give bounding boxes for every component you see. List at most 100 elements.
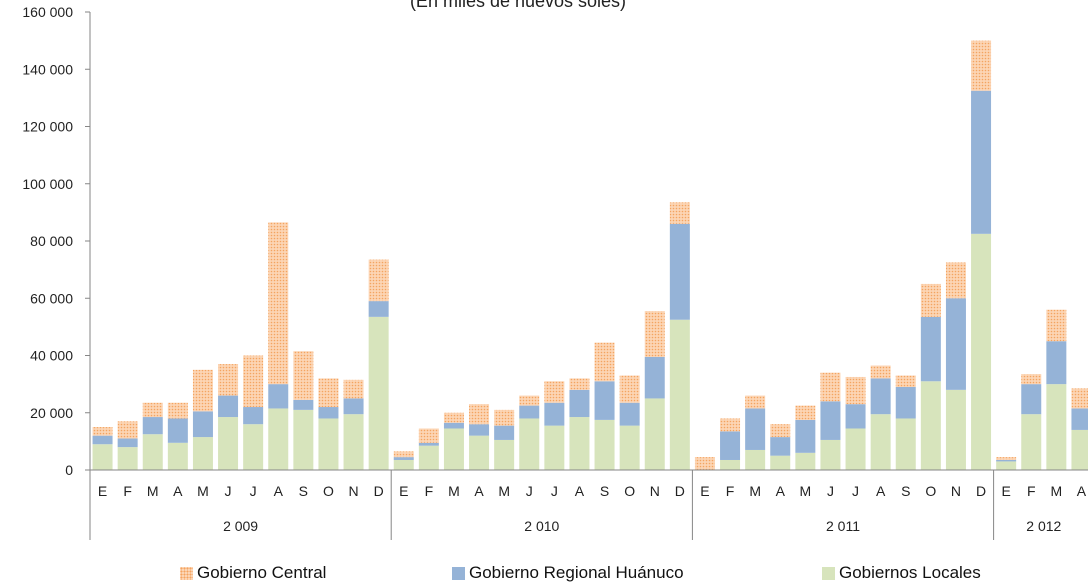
bar-segment-central — [494, 409, 515, 426]
bar-segment-regional — [318, 407, 339, 419]
x-tick-label: O — [323, 483, 334, 499]
bar-segment-regional — [1071, 408, 1088, 430]
bar-segment-central — [820, 372, 841, 402]
bar-segment-central — [1071, 388, 1088, 409]
x-tick-label: F — [425, 483, 434, 499]
y-tick-label: 140 000 — [22, 61, 73, 77]
x-tick-label: E — [399, 483, 408, 499]
bar-segment-locales — [92, 444, 113, 470]
legend-label-central: Gobierno Central — [197, 563, 327, 582]
bar-segment-locales — [393, 459, 414, 470]
bar-segment-central — [318, 378, 339, 408]
x-tick-label: O — [925, 483, 936, 499]
bar-segment-locales — [945, 389, 966, 470]
bar-segment-regional — [644, 356, 665, 399]
bar-segment-regional — [619, 402, 640, 426]
bars — [92, 40, 1088, 470]
x-tick-label: A — [776, 483, 786, 499]
bar-segment-locales — [770, 455, 791, 470]
bar-segment-regional — [1046, 341, 1067, 385]
bar-segment-locales — [644, 398, 665, 470]
bar-segment-locales — [895, 418, 916, 470]
x-tick-label: A — [575, 483, 585, 499]
bar-segment-central — [770, 424, 791, 438]
bar-segment-central — [393, 451, 414, 458]
bar-segment-locales — [469, 435, 490, 470]
bar-segment-regional — [117, 438, 138, 448]
bar-segment-central — [167, 402, 188, 419]
bar-segment-central — [243, 355, 264, 408]
y-tick-label: 0 — [65, 462, 73, 478]
bar-segment-locales — [117, 447, 138, 470]
x-group-label: 2 012 — [1026, 518, 1061, 534]
y-tick-label: 60 000 — [30, 290, 73, 306]
bar-segment-central — [268, 222, 289, 385]
bar-segment-regional — [544, 402, 565, 426]
x-tick-label: D — [675, 483, 685, 499]
bar-segment-central — [92, 427, 113, 436]
bar-segment-central — [845, 376, 866, 405]
bar-segment-central — [469, 404, 490, 425]
x-tick-label: A — [1077, 483, 1087, 499]
bar-segment-locales — [971, 233, 992, 470]
x-tick-label: J — [526, 483, 533, 499]
bar-segment-central — [720, 418, 741, 432]
y-tick-label: 80 000 — [30, 233, 73, 249]
bar-segment-locales — [519, 418, 540, 470]
bar-segment-locales — [167, 442, 188, 470]
bar-segment-regional — [368, 301, 389, 317]
bar-segment-central — [644, 311, 665, 357]
legend-item-locales: Gobiernos Locales — [822, 563, 981, 583]
legend-swatch-central — [180, 566, 193, 580]
bar-segment-regional — [845, 404, 866, 429]
bar-segment-central — [418, 428, 439, 443]
bar-segment-central — [594, 342, 615, 382]
legend: Gobierno Central Gobierno Regional Huánu… — [0, 563, 1088, 587]
x-tick-label: J — [250, 483, 257, 499]
bar-segment-central — [745, 395, 766, 409]
y-tick-label: 20 000 — [30, 405, 73, 421]
bar-segment-locales — [544, 425, 565, 470]
bar-segment-regional — [1021, 384, 1042, 415]
y-tick-label: 160 000 — [22, 4, 73, 20]
bar-segment-regional — [795, 419, 816, 453]
bar-segment-locales — [418, 445, 439, 470]
bar-segment-regional — [569, 389, 590, 418]
bar-segment-locales — [619, 425, 640, 470]
x-tick-label: J — [827, 483, 834, 499]
bar-segment-locales — [293, 409, 314, 470]
bar-segment-regional — [945, 298, 966, 390]
x-tick-label: S — [299, 483, 308, 499]
bar-segment-regional — [594, 381, 615, 420]
bar-segment-central — [343, 379, 364, 399]
bar-segment-locales — [720, 459, 741, 470]
bar-segment-regional — [720, 431, 741, 460]
x-tick-label: N — [951, 483, 961, 499]
bar-segment-central — [443, 412, 464, 423]
bar-segment-central — [996, 457, 1017, 460]
y-axis: 0 20 000 40 000 60 000 80 000 100 000 120 000 1… — [22, 4, 91, 478]
x-tick-label: S — [600, 483, 609, 499]
bar-segment-central — [569, 378, 590, 390]
chart-title: (En miles de nuevos soles) — [410, 0, 626, 11]
bar-segment-central — [870, 365, 891, 379]
bar-segment-central — [368, 259, 389, 302]
bar-segment-central — [945, 262, 966, 299]
bar-segment-regional — [418, 442, 439, 446]
x-tick-label: M — [498, 483, 510, 499]
bar-segment-central — [895, 375, 916, 387]
bar-segment-locales — [218, 417, 239, 470]
x-tick-label: E — [700, 483, 709, 499]
x-tick-label: E — [98, 483, 107, 499]
x-tick-label: N — [348, 483, 358, 499]
bar-segment-regional — [895, 386, 916, 419]
bar-segment-regional — [293, 399, 314, 410]
bar-segment-central — [192, 369, 213, 412]
bar-segment-central — [142, 402, 163, 418]
bar-segment-locales — [192, 437, 213, 470]
y-tick-label: 100 000 — [22, 176, 73, 192]
bar-segment-locales — [1021, 414, 1042, 470]
bar-segment-central — [544, 381, 565, 403]
